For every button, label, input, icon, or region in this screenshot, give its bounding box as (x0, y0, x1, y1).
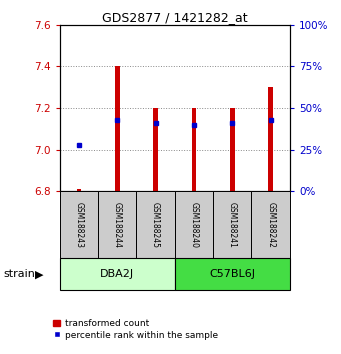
Bar (175, 258, 290, 290)
Text: GSM188242: GSM188242 (266, 202, 275, 248)
Text: GSM188245: GSM188245 (151, 202, 160, 248)
Text: GSM188241: GSM188241 (228, 202, 237, 248)
Text: DBA2J: DBA2J (100, 269, 134, 279)
Bar (213, 191, 251, 258)
Bar (230, 108, 235, 191)
Bar (60, 191, 98, 258)
Text: ▶: ▶ (35, 269, 43, 279)
Bar (251, 191, 290, 258)
Bar (60, 258, 175, 290)
Legend: transformed count, percentile rank within the sample: transformed count, percentile rank withi… (53, 319, 218, 339)
Bar (192, 108, 196, 191)
Text: GSM188244: GSM188244 (113, 202, 122, 248)
Text: strain: strain (3, 269, 35, 279)
Bar (98, 191, 136, 258)
Bar (115, 66, 119, 191)
Text: GSM188243: GSM188243 (74, 202, 83, 248)
Title: GDS2877 / 1421282_at: GDS2877 / 1421282_at (102, 11, 248, 24)
Bar (153, 108, 158, 191)
Bar (136, 191, 175, 258)
Bar (175, 191, 213, 258)
Bar (268, 87, 273, 191)
Text: C57BL6J: C57BL6J (209, 269, 255, 279)
Text: GSM188240: GSM188240 (190, 202, 198, 248)
Bar (76, 189, 81, 191)
